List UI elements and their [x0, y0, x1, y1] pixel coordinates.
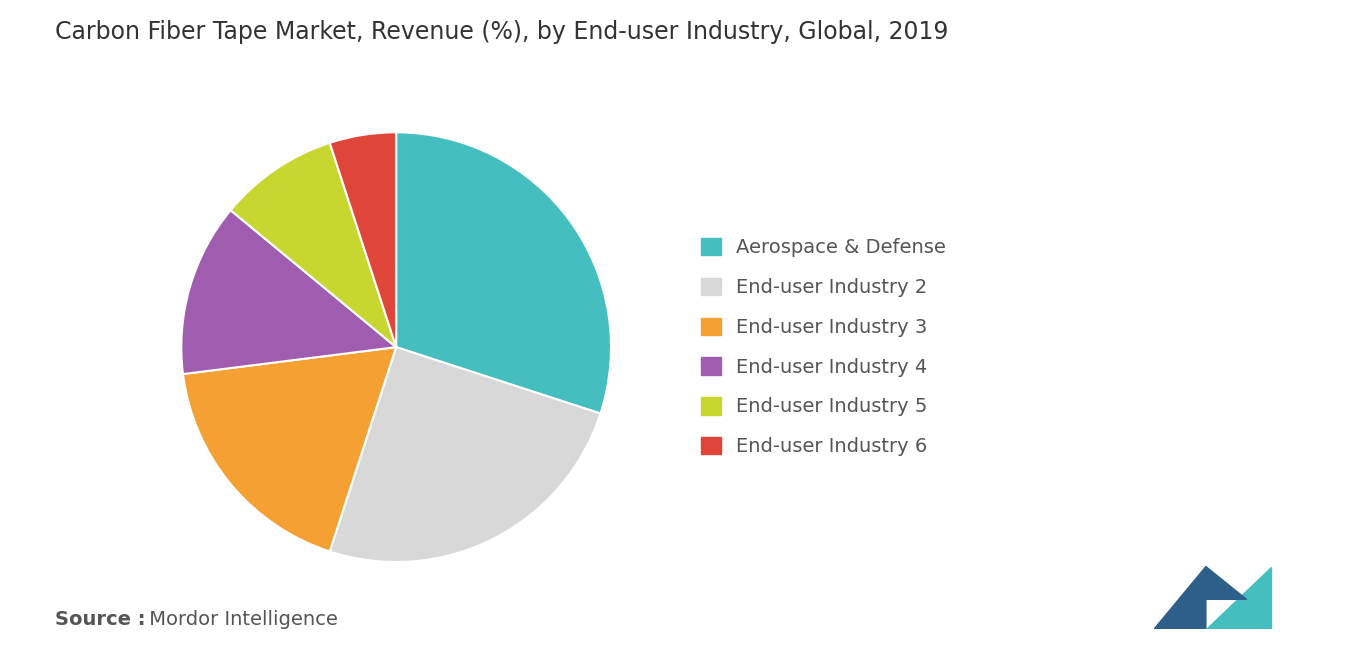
- Wedge shape: [183, 347, 396, 552]
- Polygon shape: [1206, 567, 1246, 599]
- Text: Mordor Intelligence: Mordor Intelligence: [143, 610, 339, 629]
- Text: Carbon Fiber Tape Market, Revenue (%), by End-user Industry, Global, 2019: Carbon Fiber Tape Market, Revenue (%), b…: [55, 20, 948, 44]
- Legend: Aerospace & Defense, End-user Industry 2, End-user Industry 3, End-user Industry: Aerospace & Defense, End-user Industry 2…: [701, 238, 947, 457]
- Wedge shape: [182, 210, 396, 374]
- Polygon shape: [1154, 567, 1206, 629]
- Wedge shape: [329, 132, 396, 347]
- Wedge shape: [231, 143, 396, 347]
- Wedge shape: [396, 132, 611, 413]
- Wedge shape: [329, 347, 601, 562]
- Text: Source :: Source :: [55, 610, 145, 629]
- Polygon shape: [1206, 567, 1270, 629]
